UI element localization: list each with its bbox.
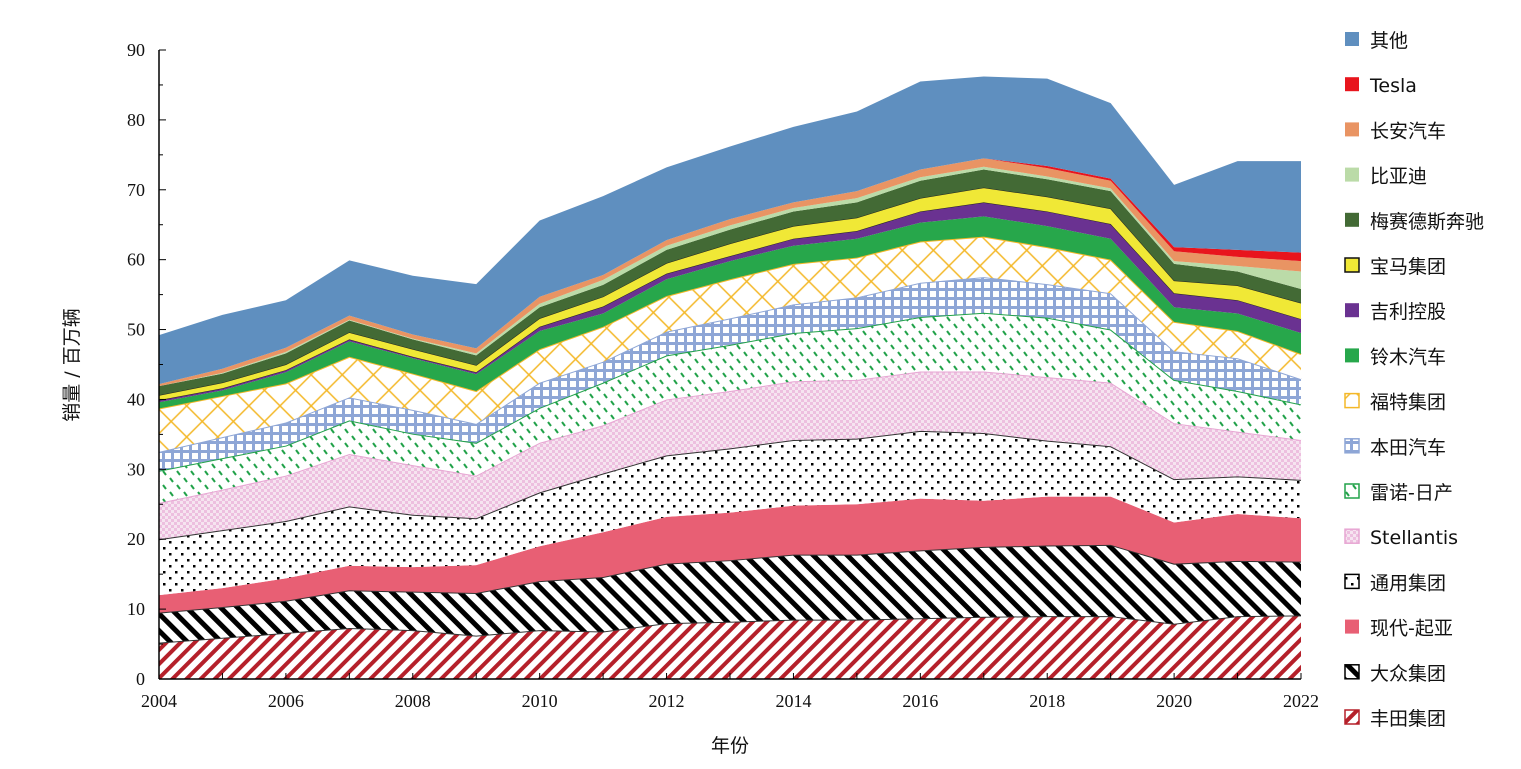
legend-swatch <box>1344 392 1360 409</box>
legend-item: 吉利控股 <box>1345 301 1446 323</box>
axes: 0 10 20 30 40 50 60 70 80 90 2004 2006 2008 2010 2012 2… <box>127 40 1319 711</box>
legend-swatch <box>1344 483 1360 499</box>
legend-swatch <box>1344 257 1360 273</box>
legend-swatch <box>1344 664 1360 680</box>
y-tick-label: 40 <box>127 389 145 409</box>
legend-swatch <box>1345 212 1359 227</box>
legend-swatch <box>1344 438 1360 454</box>
x-tick-label: 2010 <box>522 691 558 711</box>
legend-item: 铃木汽车 <box>1345 346 1446 368</box>
area-Stellantis <box>159 371 1301 540</box>
legend-item: 现代-起亚 <box>1345 618 1453 640</box>
x-tick-label: 2008 <box>395 691 431 711</box>
legend-swatch <box>1344 528 1360 544</box>
legend-item: 丰田集团 <box>1344 708 1446 730</box>
legend-item: 宝马集团 <box>1344 256 1446 278</box>
area-本田汽车 <box>159 277 1301 471</box>
y-axis-label: 销量 / 百万辆 <box>61 308 83 421</box>
area-现代-起亚 <box>159 496 1301 613</box>
legend-label: Tesla <box>1369 75 1417 97</box>
legend-label: 现代-起亚 <box>1370 618 1453 640</box>
y-tick-label: 80 <box>127 110 145 130</box>
y-tick-label: 90 <box>127 40 145 60</box>
legend-item: 其他 <box>1345 30 1408 52</box>
area-其他 <box>159 76 1301 385</box>
y-tick-label: 50 <box>127 320 145 340</box>
y-tick-label: 20 <box>127 529 145 549</box>
y-tick-label: 60 <box>127 250 145 270</box>
legend-label: 大众集团 <box>1370 663 1446 685</box>
legend-swatch <box>1345 167 1359 182</box>
y-tick-label: 10 <box>127 599 145 619</box>
legend-item: 大众集团 <box>1344 663 1446 685</box>
legend-item: 梅赛德斯奔驰 <box>1345 211 1484 233</box>
legend-swatch <box>1344 573 1360 590</box>
x-tick-label: 2004 <box>141 691 177 711</box>
legend-swatch <box>1345 32 1359 46</box>
legend-label: 雷诺-日产 <box>1370 482 1453 504</box>
legend-label: 福特集团 <box>1370 392 1446 414</box>
x-tick-label: 2022 <box>1283 691 1319 711</box>
legend-item: Tesla <box>1345 75 1417 97</box>
x-tick-label: 2006 <box>268 691 304 711</box>
legend-label: 丰田集团 <box>1370 708 1446 730</box>
area-福特集团 <box>159 236 1301 452</box>
y-tick-label: 30 <box>127 459 145 479</box>
legend-swatch <box>1345 122 1359 137</box>
area-丰田集团 <box>159 615 1301 679</box>
legend-label: 比亚迪 <box>1370 166 1427 188</box>
area-雷诺-日产 <box>159 312 1301 503</box>
legend-item: 长安汽车 <box>1345 120 1446 142</box>
legend: 其他 Tesla 长安汽车比亚迪梅赛德斯奔驰宝马集团吉利控股铃木汽车福特集团本田汽车… <box>1344 30 1484 730</box>
areas <box>158 76 1302 679</box>
legend-swatch <box>1345 77 1359 92</box>
area-大众集团 <box>159 544 1301 643</box>
legend-label: 本田汽车 <box>1370 437 1446 459</box>
legend-swatch <box>1345 348 1359 363</box>
legend-label: 其他 <box>1370 30 1408 52</box>
legend-item: 本田汽车 <box>1344 437 1446 459</box>
area-通用集团 <box>159 430 1301 596</box>
x-tick-label: 2014 <box>775 691 811 711</box>
legend-item: 雷诺-日产 <box>1344 482 1453 504</box>
legend-item: Stellantis <box>1344 527 1458 549</box>
legend-label: 梅赛德斯奔驰 <box>1370 211 1484 233</box>
x-tick-label: 2020 <box>1156 691 1192 711</box>
legend-swatch <box>1344 709 1360 725</box>
y-tick-label: 70 <box>127 180 145 200</box>
legend-label: 铃木汽车 <box>1370 346 1446 368</box>
x-tick-label: 2018 <box>1029 691 1065 711</box>
legend-swatch <box>1345 619 1359 634</box>
legend-item: 通用集团 <box>1344 572 1446 594</box>
x-tick-label: 2016 <box>902 691 938 711</box>
y-tick-label: 0 <box>136 669 145 689</box>
legend-swatch <box>1345 303 1359 318</box>
x-tick-label: 2012 <box>649 691 685 711</box>
legend-label: 吉利控股 <box>1370 301 1446 323</box>
legend-label: 通用集团 <box>1370 572 1446 594</box>
legend-item: 比亚迪 <box>1345 166 1427 188</box>
legend-label: 宝马集团 <box>1370 256 1446 278</box>
legend-item: 福特集团 <box>1344 392 1446 414</box>
legend-label: 长安汽车 <box>1370 120 1446 142</box>
x-axis-label: 年份 <box>711 735 749 757</box>
legend-label: Stellantis <box>1370 527 1458 549</box>
